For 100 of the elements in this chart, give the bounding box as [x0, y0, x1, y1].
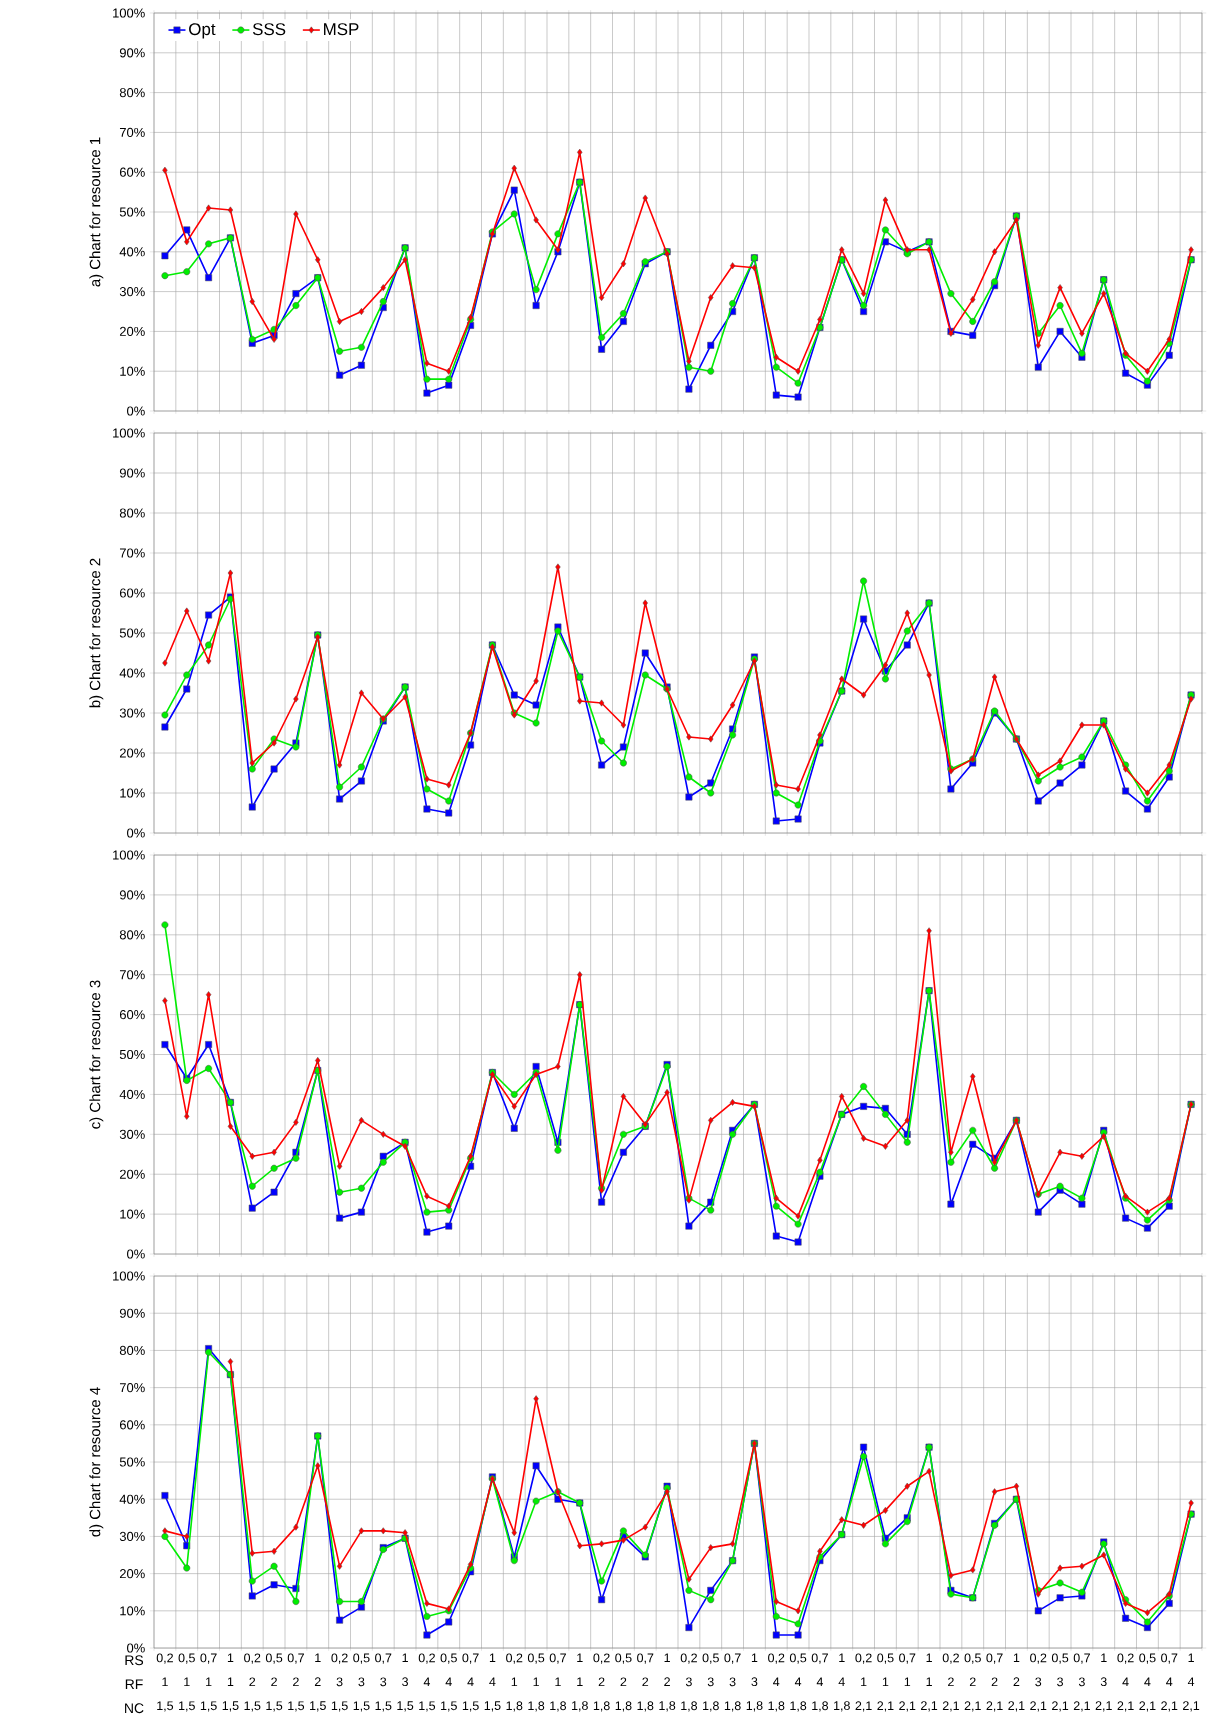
category-label: 0,2 3 1,8	[680, 1653, 698, 1712]
y-tick-label: 20%	[119, 1169, 145, 1179]
y-tick-label: 10%	[120, 366, 145, 376]
y-tick-label: 80%	[119, 1345, 145, 1356]
y-tick-label: 70%	[119, 127, 145, 137]
y-tick-label: 20%	[119, 748, 145, 758]
y-tick-label: 60%	[119, 1420, 145, 1430]
y-tick-label: 30%	[119, 1531, 145, 1542]
y-tick-label: 10%	[120, 1606, 145, 1616]
y-tick-label: 40%	[119, 1089, 145, 1100]
y-tick-label: 70%	[119, 970, 145, 980]
category-label: 0,2 1 1,5	[156, 1653, 174, 1712]
category-label: 0,7 3 1,5	[375, 1653, 392, 1712]
category-label: 0,5 2 1,8	[615, 1653, 632, 1712]
category-label: 1 1 2,1	[921, 1653, 938, 1712]
y-tick-label: 70%	[119, 1383, 145, 1393]
y-tick-label: 100%	[113, 428, 145, 438]
category-label: 0,7 2 1,5	[287, 1653, 305, 1712]
y-axis-title: d) Chart for resource 4	[89, 1387, 104, 1537]
category-label: 1 2 2,1	[1008, 1653, 1025, 1712]
category-label: 0,2 3 2,1	[1030, 1653, 1047, 1712]
y-tick-label: 0%	[127, 1643, 145, 1653]
category-label: 1 4 1,5	[484, 1653, 501, 1712]
category-label: 0,5 3 1,8	[702, 1653, 719, 1712]
category-label: 0,2 2 2,1	[942, 1653, 959, 1712]
category-label: 0,7 2 2,1	[986, 1653, 1003, 1712]
y-tick-label: 0%	[127, 1249, 145, 1259]
y-tick-label: 90%	[119, 1308, 145, 1318]
category-label: 0,2 3 1,5	[331, 1653, 348, 1712]
category-label: 0,2 2 1,8	[593, 1653, 610, 1712]
y-tick-label: 0%	[127, 828, 145, 838]
y-tick-label: 40%	[119, 1494, 145, 1504]
category-label: 0,5 3 1,5	[353, 1653, 370, 1712]
category-label: 0,5 1 1,8	[527, 1653, 545, 1712]
category-label: 0,7 4 1,5	[462, 1653, 479, 1712]
y-tick-label: 40%	[119, 668, 145, 678]
y-tick-label: 10%	[120, 1209, 145, 1219]
y-tick-label: 30%	[119, 1129, 145, 1139]
category-label: 1 3 2,1	[1095, 1653, 1112, 1712]
y-tick-label: 50%	[119, 628, 145, 638]
category-label: 1 3 1,5	[397, 1653, 414, 1712]
category-label: 1 1 1,8	[572, 1653, 588, 1712]
y-tick-label: 80%	[119, 88, 145, 98]
category-label: 0,2 1 1,8	[506, 1653, 523, 1712]
y-tick-label: 60%	[119, 1010, 145, 1020]
y-tick-label: 30%	[119, 287, 145, 297]
y-tick-label: 90%	[119, 48, 145, 58]
y-tick-label: 0%	[127, 406, 145, 416]
category-label: 0,2 1 2,1	[855, 1653, 872, 1712]
category-label: 0,5 1 2,1	[877, 1653, 894, 1712]
category-label: 0,7 1 1,5	[200, 1653, 217, 1712]
y-tick-label: 100%	[113, 8, 145, 18]
legend-label: SSS	[252, 23, 286, 36]
category-label: 0,2 4 2,1	[1117, 1653, 1134, 1712]
category-label: 1 2 1,8	[659, 1653, 676, 1712]
y-axis-title: c) Chart for resource 3	[89, 980, 104, 1129]
y-tick-label: 40%	[119, 247, 145, 257]
category-label: 0,7 4 1,8	[811, 1653, 829, 1712]
category-label: 0,7 4 2,1	[1161, 1653, 1178, 1712]
text: RF	[125, 1679, 143, 1690]
category-label: 0,7 3 2,1	[1073, 1653, 1090, 1712]
y-tick-label: 90%	[119, 890, 145, 900]
category-label: 0,5 4 2,1	[1139, 1653, 1156, 1712]
y-tick-label: 80%	[119, 508, 145, 518]
category-label: 1 1 1,5	[222, 1653, 239, 1712]
y-tick-label: 100%	[113, 850, 145, 860]
y-tick-label: 100%	[113, 1271, 145, 1281]
y-tick-label: 10%	[120, 788, 145, 798]
y-tick-label: 60%	[119, 167, 145, 177]
category-label: 1 2 1,5	[310, 1653, 326, 1712]
y-tick-label: 90%	[119, 468, 145, 478]
legend-label: Opt	[189, 23, 216, 39]
y-tick-label: 80%	[119, 930, 145, 940]
y-tick-label: 60%	[119, 588, 145, 598]
category-label: 0,7 1 1,8	[549, 1653, 567, 1712]
category-label: 0,7 1 2,1	[899, 1653, 916, 1712]
y-tick-label: 50%	[119, 1457, 145, 1467]
category-label: 0,5 3 2,1	[1051, 1653, 1069, 1712]
y-tick-label: 50%	[119, 1049, 145, 1060]
category-label: 0,5 4 1,5	[440, 1653, 457, 1712]
category-label: 0,7 3 1,8	[724, 1653, 741, 1712]
category-label: 1 4 2,1	[1183, 1653, 1200, 1712]
category-label: 0,5 1 1,5	[178, 1653, 195, 1712]
y-tick-label: 30%	[119, 708, 145, 718]
y-tick-label: 50%	[119, 207, 145, 217]
category-label: 0,5 4 1,8	[789, 1653, 807, 1712]
y-tick-label: 70%	[119, 548, 145, 558]
y-axis-title: b) Chart for resource 2	[89, 558, 104, 708]
text: NC	[125, 1703, 144, 1714]
text: RS	[125, 1655, 144, 1666]
y-axis-title: a) Chart for resource 1	[89, 137, 104, 287]
category-label: 1 3 1,8	[746, 1653, 763, 1712]
category-label: 0,7 2 1,8	[637, 1653, 654, 1712]
y-tick-label: 20%	[119, 326, 145, 336]
category-label: 0,2 4 1,8	[768, 1653, 785, 1712]
category-label: 0,5 2 1,5	[265, 1653, 283, 1712]
category-label: 0,2 4 1,5	[418, 1653, 436, 1712]
category-label: 0,5 2 2,1	[964, 1653, 981, 1712]
category-label: 0,2 2 1,5	[244, 1653, 261, 1712]
category-label: 1 4 1,8	[834, 1653, 850, 1712]
